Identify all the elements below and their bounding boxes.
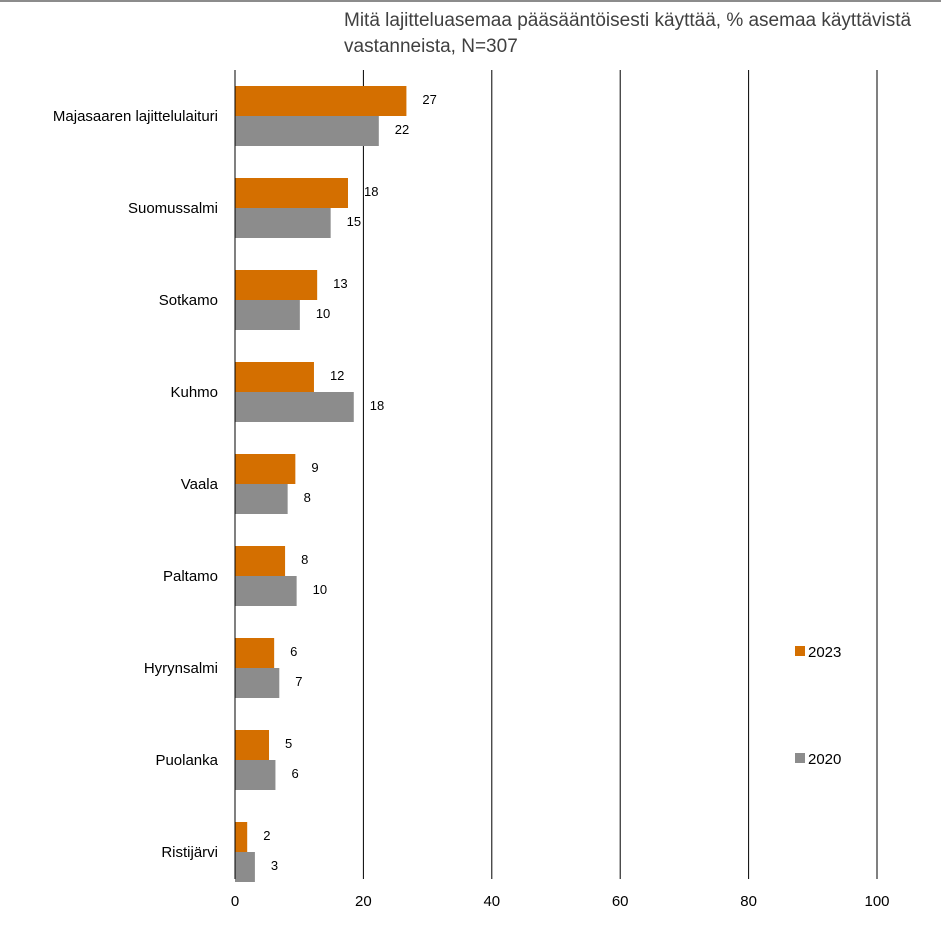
bar-2023 xyxy=(235,362,314,392)
bar-2020 xyxy=(235,852,255,882)
data-label-2020: 15 xyxy=(347,214,361,229)
data-label-2020: 3 xyxy=(271,858,278,873)
data-label-2023: 8 xyxy=(301,552,308,567)
bar-2020 xyxy=(235,668,280,698)
data-label-2023: 2 xyxy=(263,828,270,843)
chart-title: Mitä lajitteluasemaa pääsääntöisesti käy… xyxy=(344,10,912,57)
bar-2020 xyxy=(235,392,354,422)
x-tick-label: 60 xyxy=(612,893,629,910)
bar-2023 xyxy=(235,822,248,852)
category-label: Majasaaren lajittelulaituri xyxy=(53,108,218,125)
data-label-2020: 10 xyxy=(313,582,327,597)
category-label: Suomussalmi xyxy=(128,200,218,217)
category-label: Vaala xyxy=(181,476,219,493)
data-label-2020: 22 xyxy=(395,122,409,137)
bar-2023 xyxy=(235,270,318,300)
x-tick-label: 0 xyxy=(231,893,239,910)
data-label-2023: 5 xyxy=(285,736,292,751)
bar-2023 xyxy=(235,730,270,760)
bar-2023 xyxy=(235,86,407,116)
x-tick-label: 20 xyxy=(355,893,372,910)
legend-swatch-2023 xyxy=(795,646,805,656)
data-label-2023: 12 xyxy=(330,368,344,383)
legend-label-2023: 2023 xyxy=(808,644,841,661)
category-label: Sotkamo xyxy=(159,292,218,309)
category-label: Kuhmo xyxy=(170,384,218,401)
bar-2020 xyxy=(235,760,276,790)
data-label-2023: 27 xyxy=(422,92,436,107)
data-label-2023: 13 xyxy=(333,276,347,291)
data-label-2023: 6 xyxy=(290,644,297,659)
category-label: Paltamo xyxy=(163,568,218,585)
x-tick-label: 40 xyxy=(483,893,500,910)
data-label-2020: 8 xyxy=(304,490,311,505)
bar-2023 xyxy=(235,178,348,208)
data-label-2023: 18 xyxy=(364,184,378,199)
category-label: Puolanka xyxy=(155,752,218,769)
bar-2020 xyxy=(235,116,379,146)
top-rule xyxy=(0,0,941,2)
data-label-2020: 7 xyxy=(295,674,302,689)
bar-2023 xyxy=(235,454,296,484)
bar-2023 xyxy=(235,546,286,576)
x-tick-label: 100 xyxy=(864,893,889,910)
data-label-2020: 10 xyxy=(316,306,330,321)
bar-2023 xyxy=(235,638,275,668)
data-label-2020: 18 xyxy=(370,398,384,413)
legend-label-2020: 2020 xyxy=(808,751,841,768)
x-tick-label: 80 xyxy=(740,893,757,910)
bar-2020 xyxy=(235,484,288,514)
bar-2020 xyxy=(235,300,300,330)
category-label: Hyrynsalmi xyxy=(144,660,218,677)
data-label-2023: 9 xyxy=(311,460,318,475)
bar-2020 xyxy=(235,208,331,238)
category-label: Ristijärvi xyxy=(161,844,218,861)
data-label-2020: 6 xyxy=(291,766,298,781)
legend-swatch-2020 xyxy=(795,753,805,763)
bar-2020 xyxy=(235,576,297,606)
